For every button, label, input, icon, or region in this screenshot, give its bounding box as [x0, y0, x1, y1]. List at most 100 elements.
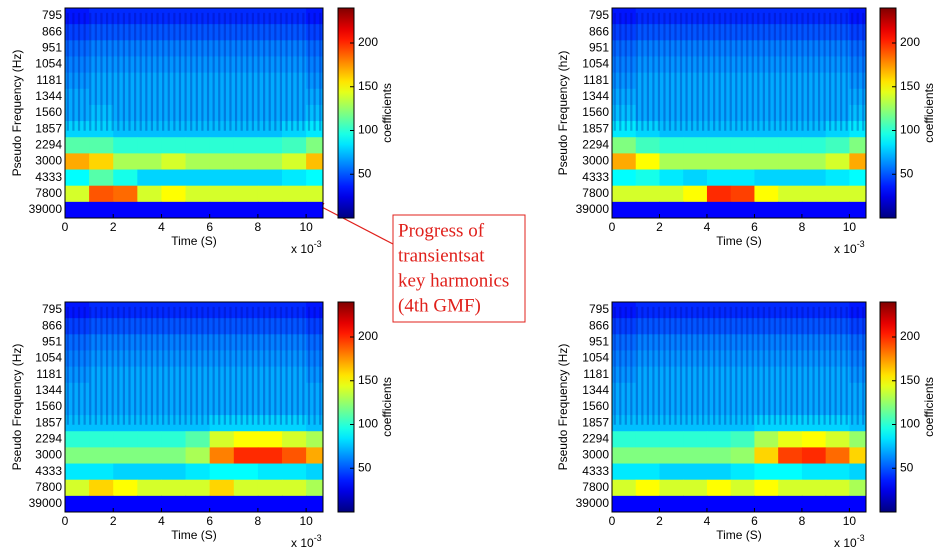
- heatmap-cell: [706, 185, 732, 203]
- heatmap-cell: [706, 415, 732, 432]
- heatmap-cell: [161, 366, 187, 384]
- heatmap-cell: [849, 350, 866, 368]
- heatmap-cell: [233, 431, 259, 448]
- heatmap-cell: [209, 431, 235, 448]
- heatmap-cell: [257, 302, 283, 319]
- y-tick-label: 866: [589, 24, 609, 38]
- heatmap-cell: [89, 121, 114, 138]
- heatmap-cell: [161, 415, 187, 432]
- heatmap-cell: [730, 366, 755, 384]
- heatmap-cell: [161, 72, 187, 90]
- heatmap-cell: [683, 8, 708, 25]
- heatmap-cell: [89, 302, 114, 319]
- heatmap-cell: [683, 185, 708, 203]
- heatmap-cell: [778, 366, 803, 384]
- heatmap-cell: [730, 56, 755, 74]
- heatmap-cell: [754, 137, 779, 154]
- heatmap-cell: [137, 40, 162, 57]
- heatmap-cell: [209, 169, 235, 187]
- heatmap-cell: [825, 382, 850, 400]
- heatmap-cell: [209, 153, 235, 171]
- heatmap-cell: [706, 137, 732, 154]
- heatmap-cell: [754, 431, 779, 448]
- y-tick-label: 951: [42, 335, 62, 349]
- heatmap-cell: [257, 104, 283, 122]
- y-tick-label: 2294: [35, 431, 62, 445]
- heatmap-cell: [801, 350, 827, 368]
- heatmap-cell: [233, 40, 259, 57]
- y-tick-label: 1560: [35, 399, 62, 413]
- heatmap-cell: [113, 153, 138, 171]
- heatmap-cell: [730, 121, 755, 138]
- y-tick-label: 795: [589, 302, 609, 316]
- heatmap-cell: [825, 88, 850, 106]
- heatmap-cell: [306, 8, 323, 25]
- heatmap-cell: [849, 334, 866, 351]
- y-tick-label: 1181: [36, 73, 62, 87]
- y-tick-label: 1054: [582, 57, 609, 71]
- heatmap-cell: [825, 447, 850, 465]
- heatmap-cell: [683, 495, 708, 512]
- heatmap-cell: [754, 185, 779, 203]
- heatmap-cell: [849, 201, 866, 218]
- heatmap-cell: [659, 447, 684, 465]
- heatmap-cell: [185, 8, 211, 25]
- heatmap-cell: [257, 366, 283, 384]
- heatmap-cell: [65, 382, 90, 400]
- heatmap-cell: [801, 334, 827, 351]
- plot-frame: [64, 301, 324, 513]
- heatmap-cell: [257, 415, 283, 432]
- heatmap-cell: [754, 24, 779, 41]
- heatmap-cell: [233, 153, 259, 171]
- heatmap-cell: [659, 121, 684, 138]
- heatmap-cell: [635, 366, 660, 384]
- heatmap-cell: [65, 479, 90, 497]
- heatmap-cell: [849, 463, 866, 481]
- heatmap-cell: [209, 8, 235, 25]
- heatmap-cell: [635, 104, 660, 122]
- y-tick-label: 39000: [29, 202, 63, 216]
- heatmap-cell: [754, 72, 779, 90]
- heatmap-cell: [635, 201, 660, 218]
- heatmap-cell: [683, 24, 708, 41]
- heatmap-cell: [659, 350, 684, 368]
- x-tick-label: 8: [255, 514, 262, 528]
- heatmap-cell: [257, 201, 283, 218]
- annotation-text: (4th GMF): [398, 295, 481, 316]
- heatmap-cell: [778, 121, 803, 138]
- heatmap-cell: [659, 431, 684, 448]
- heatmap-cell: [257, 153, 283, 171]
- heatmap-cell: [282, 137, 307, 154]
- heatmap-cell: [282, 479, 307, 497]
- heatmap-cell: [306, 56, 323, 74]
- heatmap-cell: [306, 121, 323, 138]
- heatmap-cell: [65, 40, 90, 57]
- heatmap-cell: [282, 8, 307, 25]
- heatmap-cell: [89, 382, 114, 400]
- heatmap-cell: [801, 479, 827, 497]
- heatmap-cell: [612, 447, 637, 465]
- heatmap-cell: [612, 350, 637, 368]
- heatmap-cell: [185, 302, 211, 319]
- heatmap-cell: [801, 366, 827, 384]
- heatmap-cell: [801, 153, 827, 171]
- heatmap-cell: [65, 366, 90, 384]
- heatmap-cell: [849, 121, 866, 138]
- heatmap-cell: [612, 56, 637, 74]
- heatmap-cell: [825, 185, 850, 203]
- heatmap-cell: [706, 463, 732, 481]
- heatmap-cell: [706, 398, 732, 416]
- annotation-box: [392, 214, 526, 323]
- heatmap-cell: [825, 479, 850, 497]
- heatmap-cell: [65, 153, 90, 171]
- heatmap-cell: [706, 382, 732, 400]
- heatmap-cell: [635, 495, 660, 512]
- heatmap-cell: [683, 318, 708, 335]
- heatmap-cell: [778, 382, 803, 400]
- y-tick-label: 1054: [35, 57, 62, 71]
- heatmap-cell: [754, 479, 779, 497]
- heatmap-cell: [849, 104, 866, 122]
- x-axis-label: Time (S): [716, 528, 762, 542]
- heatmap-cell: [801, 415, 827, 432]
- x-scale: x 10-3: [291, 533, 322, 550]
